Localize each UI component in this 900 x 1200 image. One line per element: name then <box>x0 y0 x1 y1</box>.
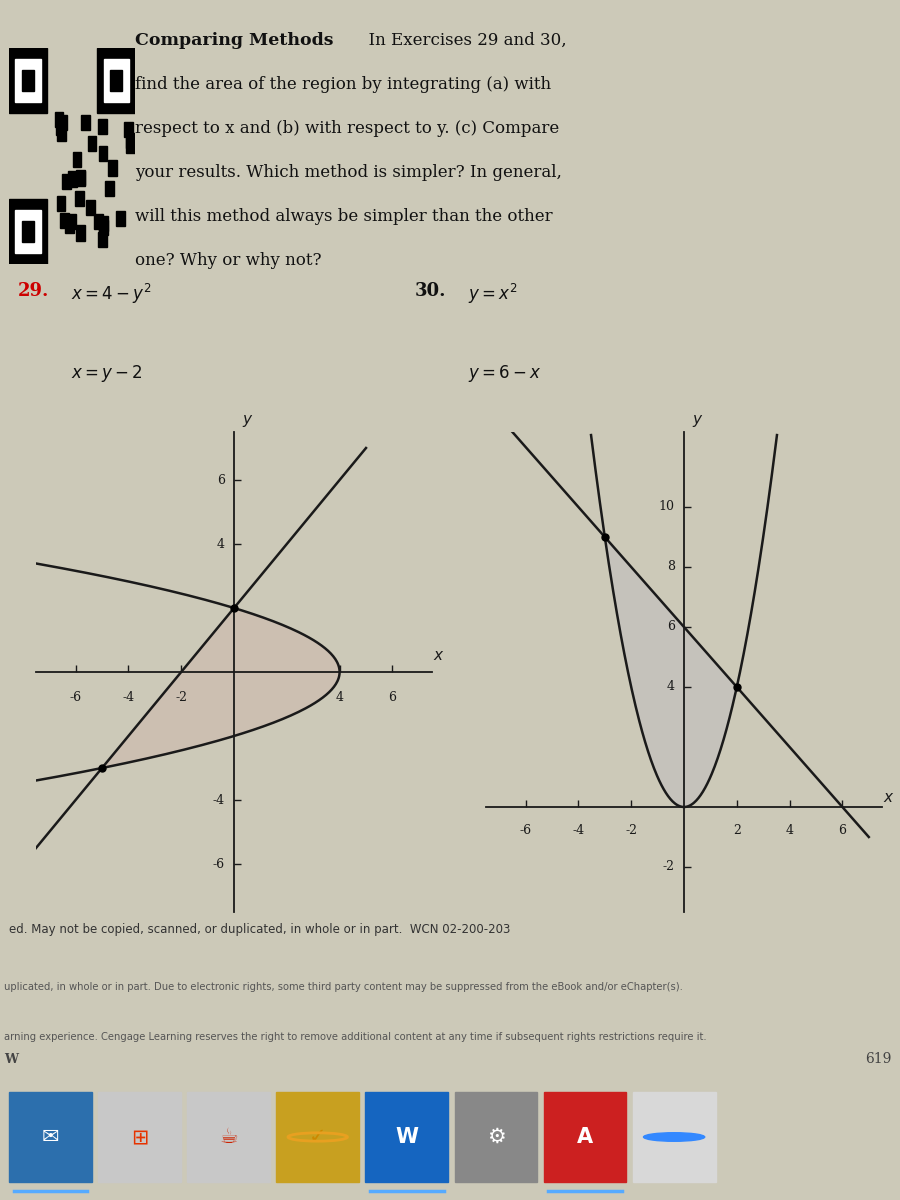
Bar <box>58 115 67 131</box>
Bar <box>124 122 133 137</box>
Text: -4: -4 <box>572 823 584 836</box>
Text: ⚙: ⚙ <box>487 1127 505 1147</box>
Bar <box>454 1092 537 1182</box>
Text: uplicated, in whole or in part. Due to electronic rights, some third party conte: uplicated, in whole or in part. Due to e… <box>4 982 683 991</box>
Text: will this method always be simpler than the other: will this method always be simpler than … <box>135 208 553 224</box>
Bar <box>57 196 66 211</box>
Text: 6: 6 <box>217 474 225 486</box>
Bar <box>97 48 135 113</box>
Text: find the area of the region by integrating (a) with: find the area of the region by integrati… <box>135 76 551 92</box>
Bar <box>15 210 40 253</box>
Text: 4: 4 <box>217 538 225 551</box>
Bar <box>9 48 47 113</box>
Bar <box>59 212 68 228</box>
Text: 6: 6 <box>389 691 396 704</box>
Circle shape <box>644 1133 705 1141</box>
Text: In Exercises 29 and 30,: In Exercises 29 and 30, <box>358 31 567 48</box>
Text: ed. May not be copied, scanned, or duplicated, in whole or in part.  WCN 02-200-: ed. May not be copied, scanned, or dupli… <box>9 923 510 936</box>
Text: $y = 6 - x$: $y = 6 - x$ <box>468 362 541 384</box>
Text: -6: -6 <box>519 823 532 836</box>
Bar <box>76 170 85 185</box>
Text: -4: -4 <box>122 691 134 704</box>
Text: 30.: 30. <box>415 282 446 300</box>
Bar <box>99 216 108 232</box>
Text: 6: 6 <box>839 823 846 836</box>
Text: one? Why or why not?: one? Why or why not? <box>135 252 321 269</box>
Text: ✉: ✉ <box>41 1127 59 1147</box>
Text: ⊞: ⊞ <box>130 1127 148 1147</box>
Text: 6: 6 <box>667 620 675 634</box>
Bar <box>633 1092 716 1182</box>
Bar <box>365 1092 448 1182</box>
Bar <box>126 138 135 152</box>
Text: ☕: ☕ <box>220 1127 238 1147</box>
Bar <box>55 113 64 127</box>
Bar <box>187 1092 270 1182</box>
Text: W: W <box>4 1052 19 1066</box>
Text: 8: 8 <box>667 560 675 574</box>
Text: 4: 4 <box>667 680 675 694</box>
Text: -2: -2 <box>176 691 187 704</box>
Bar <box>9 199 47 264</box>
Bar <box>56 120 65 136</box>
Bar <box>126 133 135 149</box>
Bar <box>108 161 117 175</box>
Text: 2: 2 <box>733 823 741 836</box>
Bar <box>67 215 76 229</box>
Text: respect to x and (b) with respect to y. (c) Compare: respect to x and (b) with respect to y. … <box>135 120 559 137</box>
Text: $y = x^2$: $y = x^2$ <box>468 282 518 306</box>
Bar <box>62 174 71 190</box>
Text: -6: -6 <box>212 858 225 870</box>
Bar <box>65 218 74 233</box>
Bar <box>22 221 34 242</box>
Bar <box>73 152 82 167</box>
Text: -2: -2 <box>662 860 675 874</box>
Text: $y$: $y$ <box>692 413 704 428</box>
Text: W: W <box>395 1127 419 1147</box>
Bar <box>15 59 40 102</box>
Text: $x = 4 - y^2$: $x = 4 - y^2$ <box>71 282 151 306</box>
Bar <box>58 126 67 140</box>
Bar <box>98 119 107 133</box>
Text: $y$: $y$ <box>242 413 254 428</box>
Bar <box>116 210 125 226</box>
Bar <box>76 170 86 186</box>
Text: 10: 10 <box>659 500 675 514</box>
Bar <box>22 70 34 91</box>
Text: your results. Which method is simpler? In general,: your results. Which method is simpler? I… <box>135 164 562 181</box>
Text: $x = y - 2$: $x = y - 2$ <box>71 362 143 384</box>
Bar <box>98 146 107 162</box>
Text: -6: -6 <box>69 691 82 704</box>
Bar <box>104 181 113 196</box>
Bar <box>76 226 85 240</box>
Text: 4: 4 <box>336 691 344 704</box>
Bar <box>86 200 94 216</box>
Text: ✓: ✓ <box>309 1127 327 1147</box>
Bar <box>68 172 77 186</box>
Text: arning experience. Cengage Learning reserves the right to remove additional cont: arning experience. Cengage Learning rese… <box>4 1032 707 1042</box>
Bar <box>94 214 104 229</box>
Text: $x$: $x$ <box>883 791 895 805</box>
Bar <box>276 1092 359 1182</box>
Bar <box>98 1092 181 1182</box>
Text: Comparing Methods: Comparing Methods <box>135 31 334 48</box>
Text: A: A <box>577 1127 593 1147</box>
Text: 619: 619 <box>865 1051 891 1066</box>
Bar <box>544 1092 626 1182</box>
Bar <box>9 1092 92 1182</box>
Text: $x$: $x$ <box>433 649 445 662</box>
Text: 29.: 29. <box>18 282 50 300</box>
Bar <box>99 220 108 235</box>
Bar <box>104 59 129 102</box>
Bar <box>110 70 122 91</box>
Text: -2: -2 <box>626 823 637 836</box>
Text: -4: -4 <box>212 793 225 806</box>
Bar <box>81 115 90 130</box>
Bar <box>76 191 84 205</box>
Text: 4: 4 <box>786 823 794 836</box>
Bar <box>87 137 96 151</box>
Bar <box>98 232 107 247</box>
